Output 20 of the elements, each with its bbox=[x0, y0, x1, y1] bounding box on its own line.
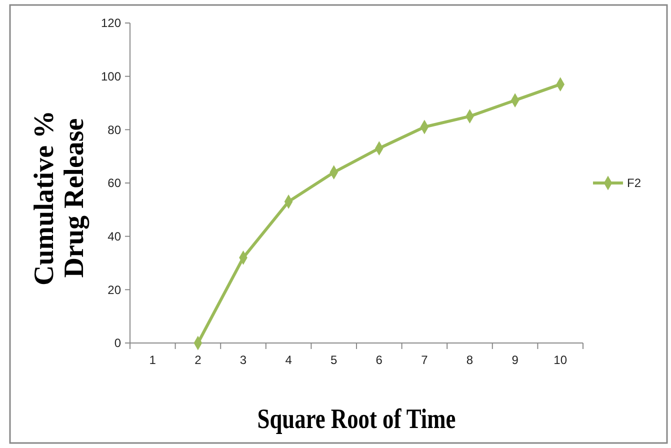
x-tick-label: 5 bbox=[330, 353, 338, 367]
y-tick-label: 100 bbox=[100, 70, 122, 84]
x-axis-title: Square Root of Time bbox=[257, 404, 456, 435]
x-tick-label: 7 bbox=[421, 353, 428, 367]
x-tick-label: 1 bbox=[149, 353, 156, 367]
y-tick-label: 0 bbox=[114, 336, 122, 350]
y-tick-label: 40 bbox=[108, 230, 122, 244]
y-tick-label: 120 bbox=[100, 16, 122, 30]
legend-label: F2 bbox=[627, 176, 642, 190]
y-tick-label: 80 bbox=[108, 122, 122, 137]
y-tick-label: 20 bbox=[108, 282, 122, 297]
y-axis-title: Cumulative % Drug Release bbox=[29, 110, 90, 286]
x-tick-label: 2 bbox=[194, 353, 202, 367]
x-tick-label: 8 bbox=[466, 353, 474, 367]
x-tick-label: 3 bbox=[240, 353, 247, 367]
x-tick-label: 9 bbox=[512, 353, 519, 367]
y-tick-label: 60 bbox=[108, 176, 122, 190]
x-tick-label: 4 bbox=[285, 353, 292, 367]
x-tick-label: 6 bbox=[376, 353, 383, 367]
x-tick-label: 10 bbox=[554, 353, 568, 367]
